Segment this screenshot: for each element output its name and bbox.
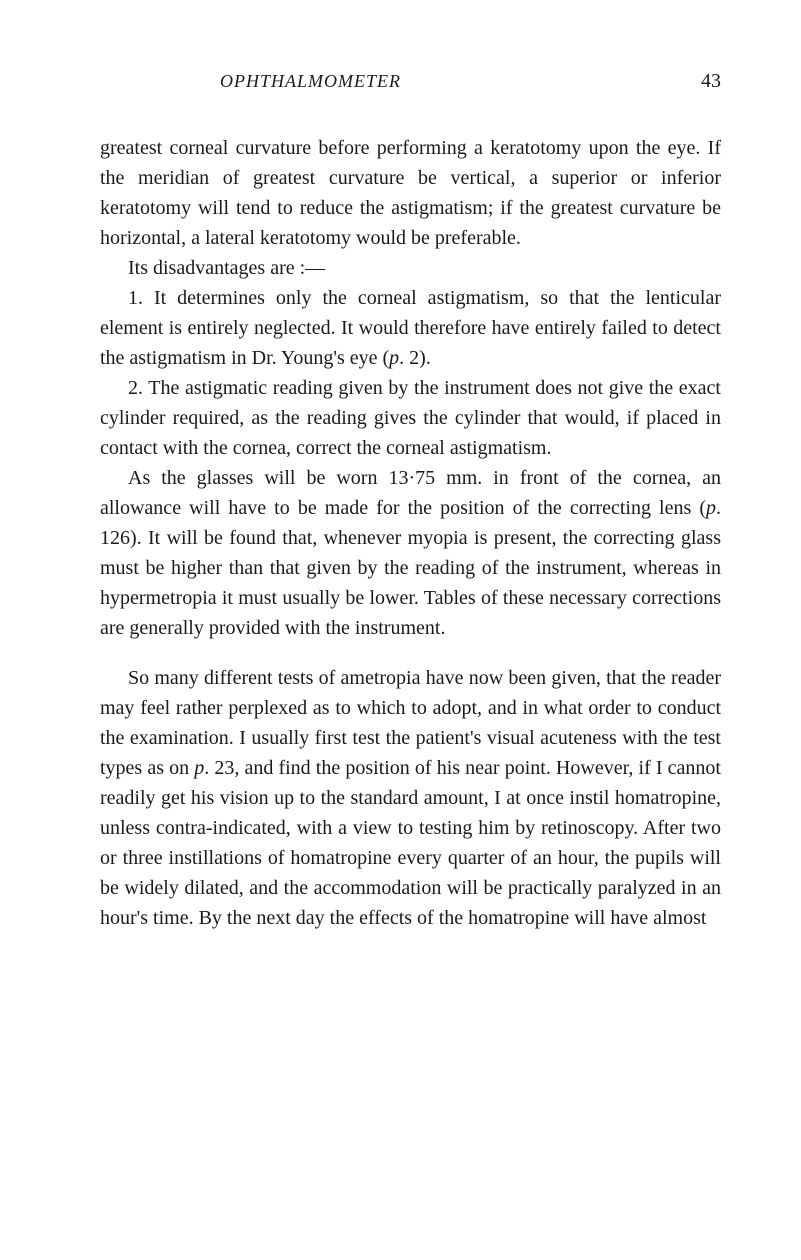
page-header: OPHTHALMOMETER 43 (100, 70, 721, 93)
page-ref-italic: p (706, 497, 716, 519)
text-span: . 23, and find the position of his near … (100, 757, 721, 929)
header-title: OPHTHALMOMETER (220, 71, 401, 92)
text-span: . 2). (399, 347, 431, 369)
page-number: 43 (701, 70, 721, 93)
page-ref-italic: p (194, 757, 204, 779)
paragraph-3: 1. It determines only the corneal astigm… (100, 283, 721, 373)
text-span: As the glasses will be worn 13·75 mm. in… (100, 467, 721, 519)
paragraph-2: Its disadvantages are :— (100, 253, 721, 283)
page-ref-italic: p (389, 347, 399, 369)
paragraph-5: As the glasses will be worn 13·75 mm. in… (100, 463, 721, 643)
paragraph-6: So many different tests of ametropia hav… (100, 663, 721, 933)
paragraph-4: 2. The astigmatic reading given by the i… (100, 373, 721, 463)
paragraph-1: greatest corneal curvature before perfor… (100, 133, 721, 253)
